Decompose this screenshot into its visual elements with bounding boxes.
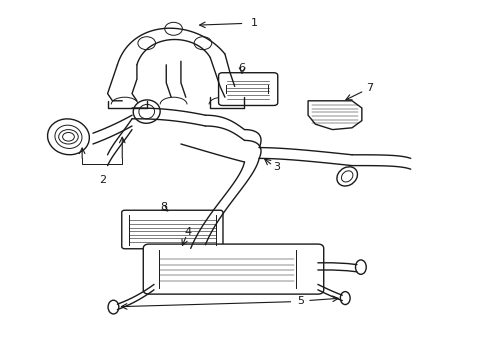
Text: 6: 6 bbox=[238, 63, 245, 73]
Ellipse shape bbox=[139, 104, 154, 119]
Ellipse shape bbox=[55, 125, 82, 148]
Ellipse shape bbox=[336, 167, 357, 186]
Ellipse shape bbox=[340, 292, 349, 305]
Polygon shape bbox=[307, 101, 361, 130]
FancyBboxPatch shape bbox=[218, 73, 277, 105]
Ellipse shape bbox=[341, 171, 352, 182]
Text: 8: 8 bbox=[160, 202, 167, 212]
FancyBboxPatch shape bbox=[143, 244, 323, 294]
Ellipse shape bbox=[108, 300, 119, 314]
Ellipse shape bbox=[355, 260, 366, 274]
Text: 7: 7 bbox=[365, 83, 372, 93]
Ellipse shape bbox=[47, 119, 89, 155]
Text: 5: 5 bbox=[297, 296, 304, 306]
Text: 4: 4 bbox=[184, 227, 191, 237]
Ellipse shape bbox=[133, 100, 160, 123]
FancyBboxPatch shape bbox=[122, 210, 223, 249]
Text: 3: 3 bbox=[272, 162, 279, 172]
Text: 2: 2 bbox=[99, 175, 106, 185]
Text: 1: 1 bbox=[250, 18, 257, 28]
